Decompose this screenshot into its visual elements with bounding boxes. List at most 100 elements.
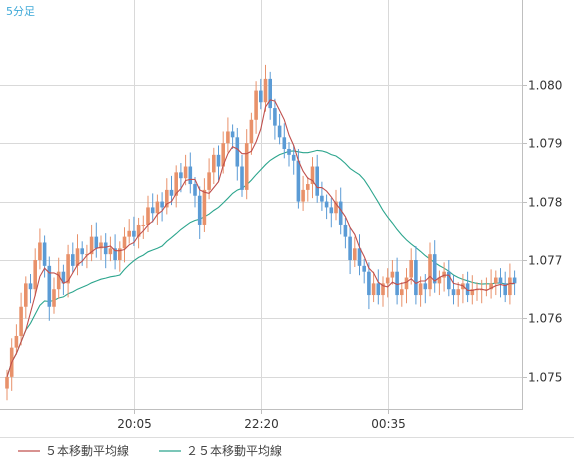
- candle-body: [404, 277, 409, 290]
- candle-body: [310, 166, 315, 185]
- candle-body: [414, 260, 418, 296]
- candle-body: [47, 265, 52, 307]
- candle-body: [52, 289, 56, 307]
- ma5-line: [6, 99, 515, 378]
- candle-body: [56, 271, 61, 290]
- candle-body: [432, 254, 437, 284]
- candle-body: [244, 143, 249, 190]
- candle-body: [494, 277, 498, 284]
- candle-body: [127, 230, 131, 237]
- candle-body: [306, 184, 310, 190]
- candle-body: [169, 189, 174, 196]
- legend-ma25-label: ２５本移動平均線: [186, 443, 282, 458]
- candle-body: [367, 271, 371, 296]
- candle-body: [94, 236, 99, 249]
- y-tick-label: 1.080: [528, 79, 562, 93]
- candle-body: [400, 289, 404, 296]
- candle-body: [395, 271, 399, 296]
- candle-body: [277, 125, 282, 138]
- x-tick-label: 20:05: [117, 417, 152, 431]
- candle-body: [282, 137, 287, 149]
- candle-body: [66, 254, 70, 284]
- candle-body: [428, 254, 432, 290]
- candle-body: [155, 201, 160, 214]
- candle-body: [385, 277, 390, 284]
- candle-body: [437, 277, 442, 284]
- x-tick-label: 00:35: [371, 417, 406, 431]
- candle-body: [235, 137, 240, 167]
- candle-body: [230, 131, 235, 138]
- candle-body: [71, 254, 75, 266]
- legend-ma5-label: ５本移動平均線: [45, 443, 129, 458]
- candle-body: [503, 283, 507, 296]
- candle-body: [122, 236, 127, 249]
- candle-body: [80, 248, 84, 255]
- candle-body: [249, 119, 254, 144]
- candle-body: [423, 283, 428, 290]
- candle-body: [456, 289, 460, 296]
- candle-body: [348, 236, 352, 261]
- candle-body: [498, 277, 503, 284]
- candle-body: [442, 271, 446, 278]
- y-tick-label: 1.076: [528, 312, 562, 326]
- timeframe-label: 5分足: [6, 5, 35, 18]
- candle-body: [324, 201, 329, 208]
- candle-body: [216, 154, 221, 167]
- x-tick-labels: 20:05 22:20 00:35: [117, 417, 406, 431]
- candles-layer: [5, 64, 517, 401]
- legend: ５本移動平均線 ２５本移動平均線: [18, 443, 282, 458]
- ma5-layer: [6, 99, 515, 378]
- candle-body: [409, 260, 413, 278]
- candle-body: [108, 248, 113, 255]
- candle-body: [24, 283, 28, 307]
- candle-body: [291, 154, 296, 161]
- candle-body: [61, 271, 66, 284]
- candle-body: [132, 230, 136, 237]
- candle-body: [14, 335, 19, 348]
- candle-body: [263, 78, 268, 103]
- candle-body: [75, 248, 80, 266]
- candle-body: [381, 283, 385, 296]
- candle-body: [202, 189, 207, 225]
- candle-body: [226, 131, 230, 144]
- candle-body: [28, 283, 33, 290]
- candle-body: [512, 277, 517, 284]
- candle-body: [193, 184, 197, 196]
- candle-body: [188, 166, 193, 185]
- candle-body: [103, 242, 108, 255]
- candle-body: [287, 148, 291, 155]
- candle-body: [390, 271, 395, 278]
- candle-body: [207, 172, 211, 190]
- candle-body: [19, 306, 23, 336]
- candle-body: [508, 277, 512, 296]
- candle-body: [179, 172, 183, 179]
- candle-body: [301, 189, 305, 202]
- candle-body: [357, 248, 362, 266]
- candle-body: [353, 248, 357, 261]
- y-tick-label: 1.079: [528, 137, 562, 151]
- candle-body: [160, 201, 164, 208]
- y-tick-labels: 1.080 1.079 1.078 1.077 1.076 1.075: [528, 79, 562, 385]
- candle-body: [33, 260, 37, 290]
- x-tick-label: 22:20: [244, 417, 279, 431]
- candle-body: [362, 265, 366, 272]
- candle-body: [113, 248, 117, 261]
- candle-body: [329, 207, 334, 214]
- candle-body: [451, 289, 456, 296]
- candle-body: [273, 108, 277, 126]
- candle-body: [315, 166, 319, 196]
- candle-body: [212, 154, 216, 173]
- candle-body: [174, 172, 178, 196]
- candle-body: [254, 90, 258, 120]
- candle-body: [320, 195, 324, 202]
- y-tick-label: 1.077: [528, 254, 562, 268]
- candle-body: [343, 224, 348, 237]
- candle-body: [465, 283, 470, 296]
- candle-body: [183, 166, 188, 179]
- candle-body: [376, 283, 381, 296]
- candle-body: [296, 160, 301, 202]
- candle-body: [197, 195, 202, 225]
- candle-body: [334, 201, 338, 214]
